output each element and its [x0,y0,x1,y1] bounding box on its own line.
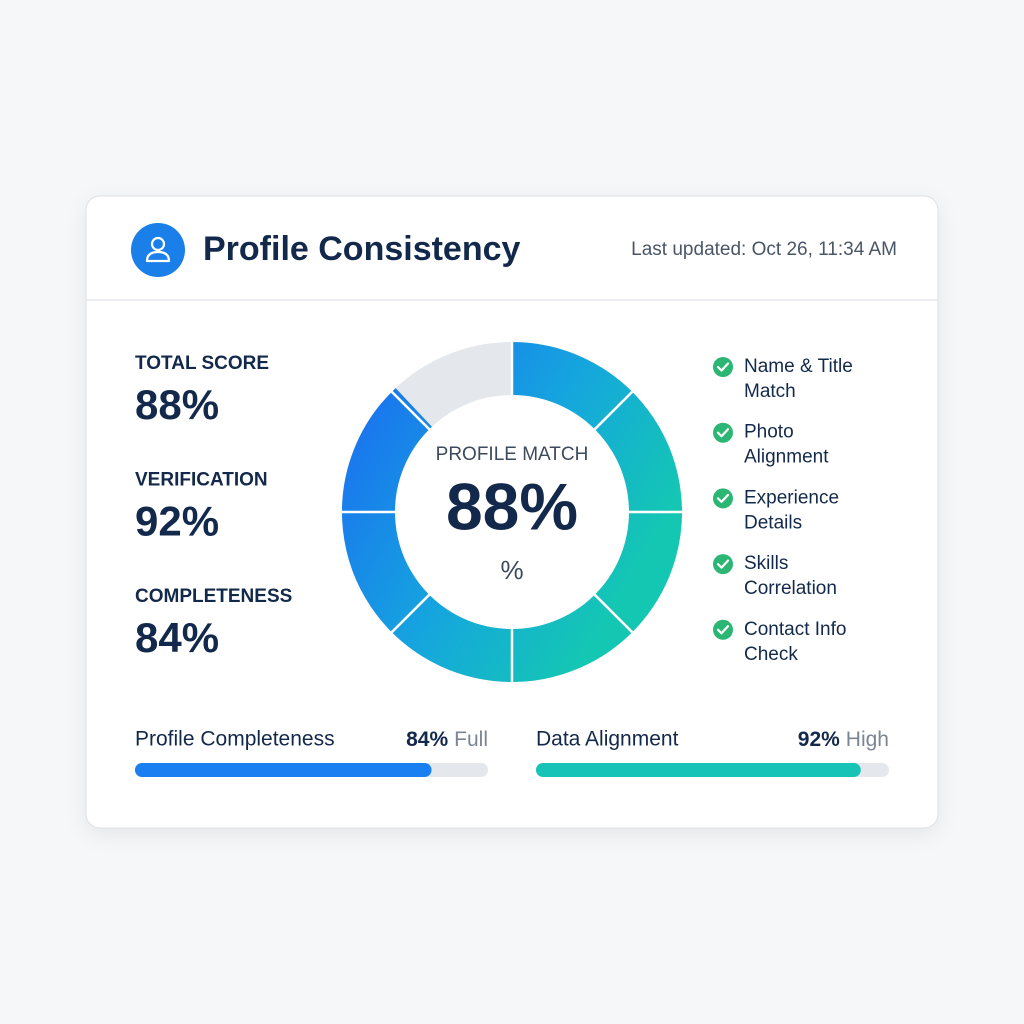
check-mark [716,428,730,438]
bar-status: High [846,728,889,751]
stat-value: 84% [135,614,219,661]
check-mark [716,625,730,635]
check-mark [716,559,730,569]
bar-value-number: 84% [406,728,448,751]
check-icon [713,619,733,640]
stat-value: 88% [135,381,219,428]
check-icon [713,488,733,509]
stat-label: TOTAL SCORE [135,353,269,374]
check-label: Skills [744,553,788,574]
last-updated: Last updated: Oct 26, 11:34 AM [631,239,897,260]
check-label: Contact Info [744,619,846,640]
check-label: Check [744,644,798,665]
stat-value: 92% [135,498,219,545]
bar-value: 84% Full [406,728,488,751]
check-mark [716,493,730,503]
bar-label: Profile Completeness [135,728,335,751]
icon-body [145,250,171,263]
bar-fill [135,763,432,777]
donut-title: PROFILE MATCH [436,444,589,465]
check-icon [713,422,733,443]
check-label: Experience [744,487,839,508]
bar-label: Data Alignment [536,728,679,751]
donut-value: 88% [446,469,578,543]
check-label: Correlation [744,578,837,599]
donut-unit: % [500,555,523,585]
title: Profile Consistency [203,230,521,268]
bar-status: Full [454,728,488,751]
check-mark [716,362,730,372]
donut [340,340,684,684]
stat-label: COMPLETENESS [135,586,292,607]
check-label: Name & Title [744,356,853,377]
check-icon [713,554,733,575]
bar-value-number: 92% [798,728,840,751]
bar-fill [536,763,861,777]
segment-divider [592,389,635,432]
card [85,195,939,829]
check-label: Details [744,512,802,533]
segment-divider [592,592,635,635]
stat-label: VERIFICATION [135,470,268,491]
icon-head [150,236,166,252]
bar-value: 92% High [798,728,889,751]
segment-divider [389,389,432,432]
segment-divider [389,592,432,635]
check-label: Photo [744,422,794,443]
donut-arc [342,342,682,682]
check-icon [713,357,733,377]
check-label: Alignment [744,447,829,468]
check-label: Match [744,381,796,402]
